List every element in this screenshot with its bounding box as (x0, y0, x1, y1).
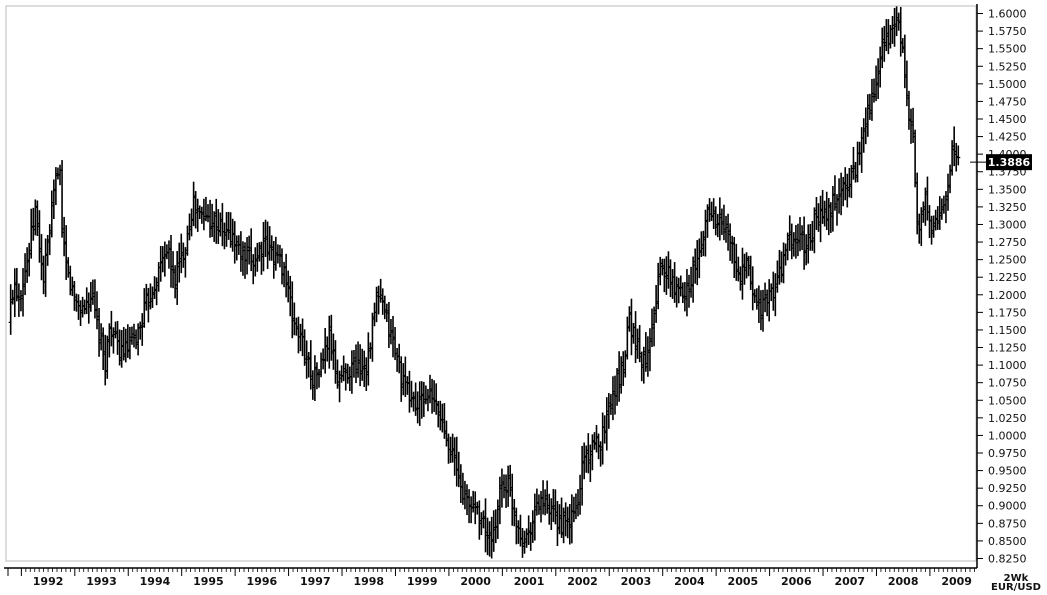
y-tick-label: 0.8750 (988, 517, 1027, 530)
y-tick-label: 1.2500 (988, 254, 1027, 267)
x-tick-label: 1993 (86, 575, 117, 588)
last-price-label: 1.3886 (988, 156, 1031, 169)
x-tick-label: 2007 (834, 575, 865, 588)
ohlc-bar (956, 145, 961, 166)
y-tick-label: 0.9500 (988, 465, 1027, 478)
plot-area-frame (5, 5, 977, 562)
y-tick-label: 1.2250 (988, 271, 1027, 284)
x-tick-label: 2009 (941, 575, 972, 588)
y-tick-label: 1.5000 (988, 78, 1027, 91)
x-tick-label: 1995 (193, 575, 224, 588)
y-tick-label: 0.8250 (988, 552, 1027, 565)
last-price-box (986, 154, 1032, 171)
y-tick-label: 1.4250 (988, 131, 1027, 144)
y-tick-label: 1.1250 (988, 342, 1027, 355)
y-tick-label: 1.0750 (988, 377, 1027, 390)
x-tick-label: 1999 (407, 575, 438, 588)
y-tick-label: 1.1500 (988, 324, 1027, 337)
x-tick-label: 2002 (567, 575, 598, 588)
last-price-marker: 1.3886 (970, 154, 1032, 171)
x-tick-label: 2006 (781, 575, 812, 588)
x-tick-label: 2005 (728, 575, 759, 588)
y-tick-label: 1.0500 (988, 394, 1027, 407)
y-tick-label: 0.9750 (988, 447, 1027, 460)
x-tick-label: 2004 (674, 575, 705, 588)
x-tick-label: 1997 (300, 575, 331, 588)
y-tick-label: 1.0000 (988, 429, 1027, 442)
x-tick-label: 2000 (460, 575, 491, 588)
y-tick-label: 1.1750 (988, 306, 1027, 319)
y-tick-label: 1.3500 (988, 183, 1027, 196)
symbol-label: EUR/USD (991, 582, 1041, 591)
x-tick-label: 2001 (514, 575, 545, 588)
x-tick-label: 1994 (140, 575, 171, 588)
y-tick-label: 1.5500 (988, 43, 1027, 56)
x-tick-label: 1992 (33, 575, 64, 588)
price-bars (8, 6, 961, 559)
x-tick-label: 2003 (621, 575, 652, 588)
y-axis: 1.6000 1.5750 1.5500 1.5250 1.5000 1.4750 1.45… (977, 8, 1027, 565)
y-tick-label: 1.5250 (988, 60, 1027, 73)
y-tick-label: 1.0250 (988, 412, 1027, 425)
y-tick-label: 1.1000 (988, 359, 1027, 372)
y-tick-label: 1.5750 (988, 25, 1027, 38)
period-label: 2Wk (1004, 573, 1029, 584)
y-tick-label: 1.3000 (988, 218, 1027, 231)
x-tick-label: 1998 (353, 575, 384, 588)
x-tick-label: 2008 (888, 575, 919, 588)
y-tick-label: 0.9000 (988, 500, 1027, 513)
y-tick-label: 0.8500 (988, 535, 1027, 548)
y-tick-label: 1.4500 (988, 113, 1027, 126)
x-tick-label: 1996 (247, 575, 278, 588)
y-tick-label: 1.3250 (988, 201, 1027, 214)
y-tick-label: 0.9250 (988, 482, 1027, 495)
y-tick-label: 1.6000 (988, 8, 1027, 21)
x-axis: 1992 1993 1994 1995 1996 1997 1998 1999 2000 2001… (7, 568, 975, 588)
y-tick-label: 1.2000 (988, 289, 1027, 302)
y-tick-label: 1.4750 (988, 95, 1027, 108)
y-tick-label: 1.2750 (988, 236, 1027, 249)
